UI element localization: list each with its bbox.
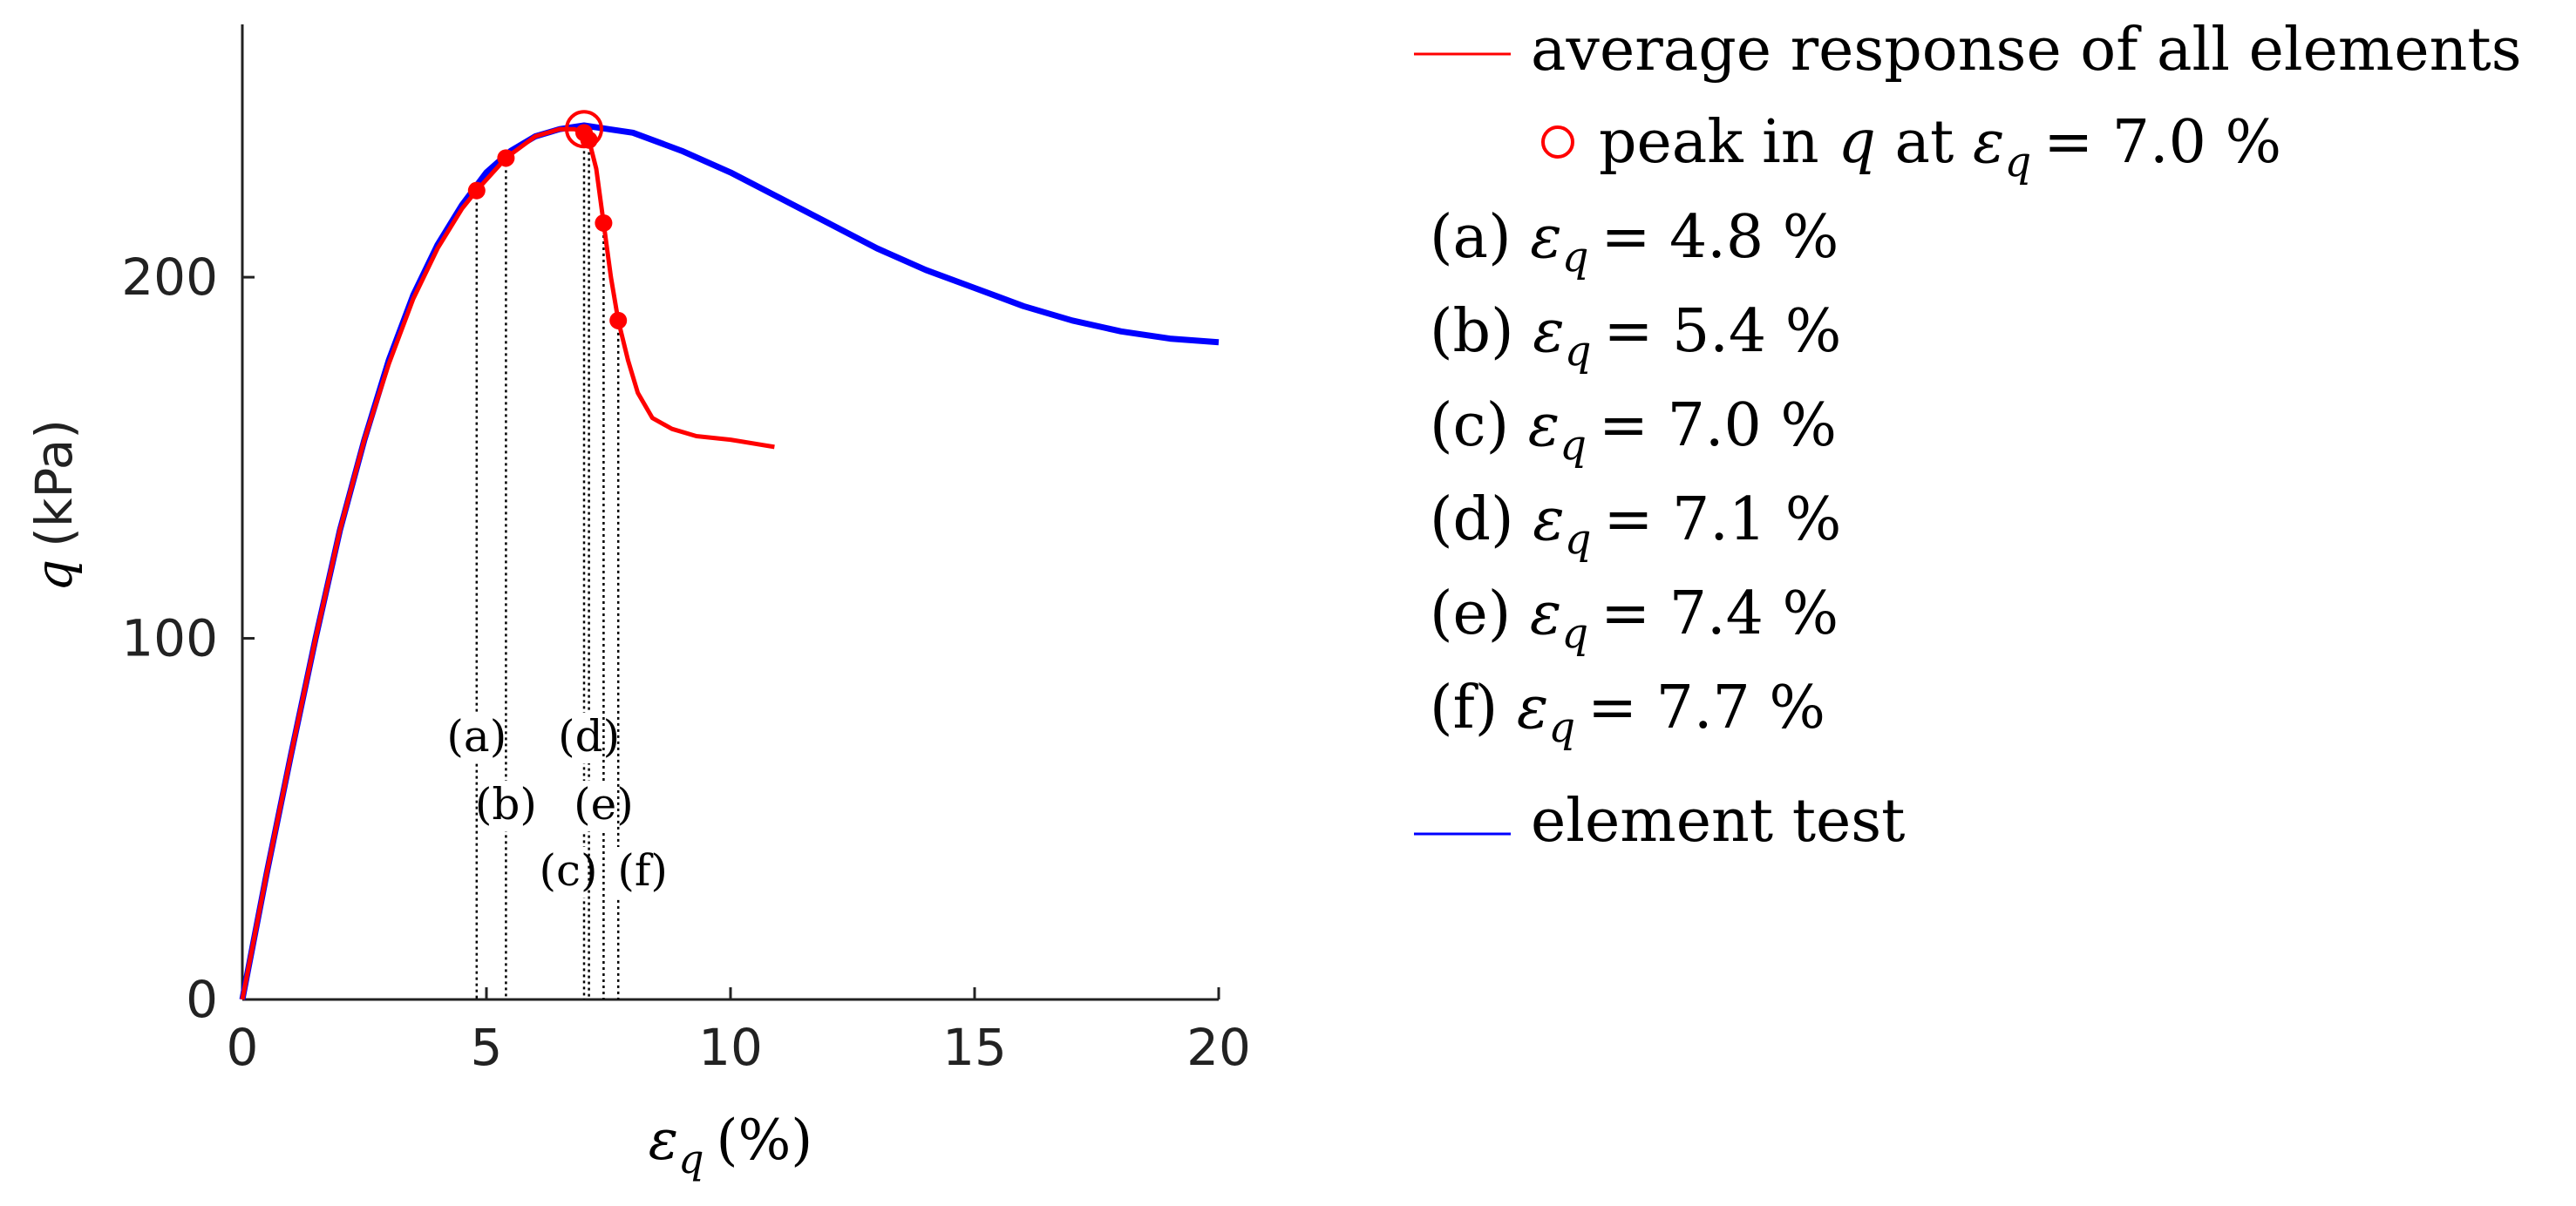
peak-marker [565,110,603,149]
point-marker [609,311,628,329]
x-tick-label: 20 [1186,1018,1251,1077]
y-axis-label: q(kPa) [24,419,84,592]
x-tick-label: 5 [471,1018,503,1077]
legend-point-list: (a) εq = 4.8 % (b) εq = 5.4 % (c) εq = 7.0 % (… [1430,203,1841,752]
legend-point-entry: (f) εq = 7.7 % [1430,674,1825,752]
point-label-bg [450,713,503,763]
legend-peak-label: peak in q at εq = 7.0 % [1599,108,2281,186]
x-tick-label: 0 [227,1018,259,1077]
legend-point-entry: (e) εq = 7.4 % [1430,579,1839,658]
legend: average response of all elements peak in… [1414,16,2522,856]
y-tick-label: 100 [121,609,218,668]
element-test-line [239,122,1220,1000]
x-ticks: 0 5 10 15 20 [227,987,1251,1077]
point-label-bg [479,781,533,831]
legend-peak-swatch [1541,125,1574,159]
point-marker [497,149,515,167]
marked-points [467,124,628,329]
point-guide-lines: (a) (b)(c) (d) (e) (f) [446,132,669,999]
point-label-bg [542,847,595,898]
legend-red-label: average response of all elements [1531,16,2522,85]
point-marker [595,213,613,232]
point-label: (d) [558,711,620,762]
x-axis-label: εq (%) [649,1108,813,1182]
x-tick-label: 10 [698,1018,763,1077]
legend-point-entry: (c) εq = 7.0 % [1430,391,1837,470]
y-tick-label: 200 [121,247,218,307]
legend-point-entry: (a) εq = 4.8 % [1430,203,1839,281]
point-label-bg [577,781,630,831]
point-label: (b) [475,779,537,830]
point-label: (e) [574,779,634,830]
legend-blue-label: element test [1531,787,1905,856]
point-label: (f) [617,845,668,896]
legend-point-entry: (d) εq = 7.1 % [1430,485,1841,564]
x-tick-label: 15 [942,1018,1007,1077]
point-marker [467,181,486,200]
point-label-bg [562,713,615,763]
point-label: (c) [539,845,597,896]
average-response-line [240,126,775,1000]
y-tick-label: 0 [186,970,218,1029]
legend-point-entry: (b) εq = 5.4 % [1430,297,1841,376]
y-ticks: 0 100 200 [121,247,255,1029]
point-label: (a) [446,711,506,762]
point-label-bg [616,847,669,898]
